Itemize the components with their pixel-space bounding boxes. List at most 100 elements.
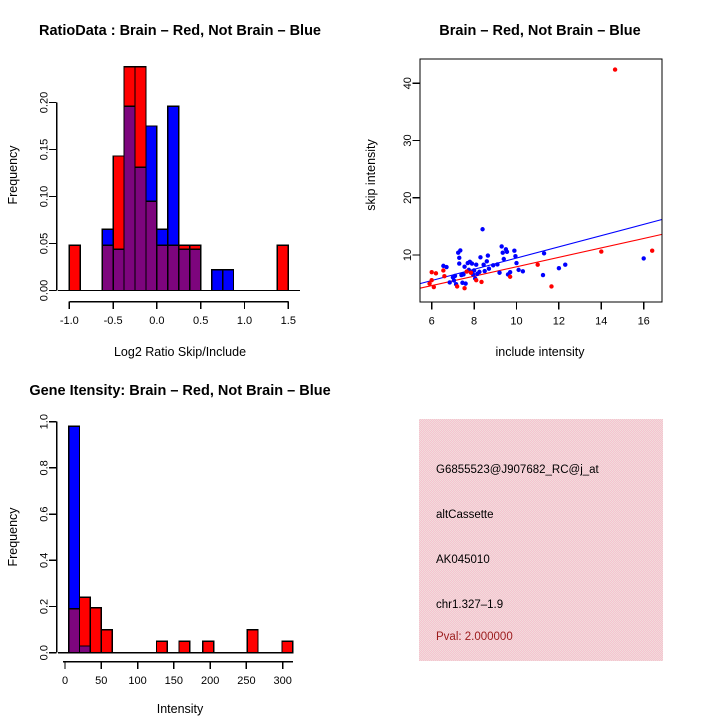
point-brain [549,284,554,289]
point-not-brain [495,262,500,267]
point-not-brain [486,266,492,271]
bar-brain-red [276,244,289,292]
point-not-brain [516,267,521,273]
point-brain [474,277,479,283]
panel-event-info: G6855523@J907682_RC@j_at altCassette AK0… [360,360,720,720]
bar-brain-red [178,640,191,654]
point-brain [441,268,446,273]
info-probe-id: G6855523@J907682_RC@j_at [436,464,599,476]
point-not-brain [641,256,646,261]
tick-label: 150 [165,675,183,687]
tick-label: 10 [402,249,414,261]
point-brain [479,279,484,285]
tick-label: 10 [510,316,522,328]
gene-intensity-histogram-title: Gene Itensity: Brain – Red, Not Brain – … [29,383,331,399]
point-brain [427,281,432,286]
point-not-brain [501,256,506,262]
bar-overlap-purple [156,244,169,292]
x-axis: 6 8 10 12 14 16 [429,302,650,328]
point-not-brain [497,270,502,275]
point-not-brain [481,262,486,267]
point-not-brain [469,261,475,266]
tick-label: 6 [429,316,435,328]
point-not-brain [485,253,491,258]
point-not-brain [514,260,519,266]
ratio-histogram-ylabel: Frequency [6,145,20,205]
tick-label: -1.0 [60,315,79,327]
info-pvalue: Pval: 2.000000 [436,631,513,643]
tick-label: 50 [95,675,107,687]
y-axis: 10 20 30 40 [402,77,420,261]
bar-not-brain-blue [210,269,224,292]
tick-label: 40 [402,77,414,89]
bar-not-brain-blue [221,269,235,292]
bar-overlap-purple [78,645,92,654]
point-not-brain [490,263,496,268]
point-brain [612,67,618,72]
tick-label: 1.0 [39,414,51,429]
point-not-brain [507,269,513,275]
y-axis: 0.0 0.2 0.4 0.6 0.8 1.0 [39,414,58,660]
tick-label: 1.0 [237,315,252,327]
point-brain [462,285,467,291]
tick-label: 0.20 [39,92,51,113]
tick-label: 0.4 [39,553,51,568]
gene-intensity-histogram-plot: 0 50 100 150 200 250 300 0.0 0.2 0.4 0.6 0.8 1.0 [39,414,294,687]
point-brain [431,284,437,290]
histogram-bars [67,425,294,654]
point-not-brain [457,261,462,266]
intensity-scatter-title: Brain – Red, Not Brain – Blue [439,23,641,39]
tick-label: 0.0 [39,645,51,660]
point-not-brain [480,227,485,232]
scatter-points [427,67,655,291]
point-not-brain [500,250,505,255]
info-locus: chr1.327–1.9 [436,599,504,611]
bar-brain-red [155,640,168,654]
point-brain [649,248,655,253]
tick-label: 0.5 [193,315,208,327]
point-brain [599,249,604,254]
x-axis: -1.0 -0.5 0.0 0.5 1.0 1.5 [60,301,296,327]
tick-label: 0.15 [39,139,51,160]
point-not-brain [540,272,546,278]
panel-gene-intensity-histogram: 0 50 100 150 200 250 300 0.0 0.2 0.4 0.6 0.8 1.0 Gen… [0,360,360,720]
tick-label: 0.00 [39,280,51,301]
bar-brain-red [281,640,294,654]
tick-label: 16 [638,316,650,328]
bar-brain-red [100,628,113,654]
fit-line-brain [419,233,663,289]
point-not-brain [451,278,457,283]
point-not-brain [474,262,479,267]
fit-line-not_brain [419,218,663,285]
point-not-brain [504,249,510,255]
bar-brain-red [68,244,81,292]
bar-overlap-purple [167,244,180,292]
tick-label: 0.8 [39,460,51,475]
point-not-brain [463,281,468,286]
panel-ratio-histogram: -1.0 -0.5 0.0 0.5 1.0 1.5 0.00 0.05 0.10 0.15 0.20… [0,0,360,360]
bar-overlap-purple [145,200,158,292]
point-brain [433,271,439,276]
bar-overlap-purple [112,248,125,292]
gene-intensity-histogram-ylabel: Frequency [6,507,20,567]
y-axis: 0.00 0.05 0.10 0.15 0.20 [39,92,58,301]
bar-brain-red [89,607,102,654]
tick-label: 0.10 [39,186,51,207]
bar-overlap-purple [189,248,202,292]
point-not-brain [447,280,452,285]
point-brain [507,274,513,279]
point-brain [535,262,540,267]
ratio-histogram-xlabel: Log2 Ratio Skip/Include [113,345,247,359]
x-axis: 0 50 100 150 200 250 300 [62,661,293,687]
bar-overlap-purple [123,105,136,292]
point-not-brain [462,264,467,269]
ratio-histogram-title: RatioData : Brain – Red, Not Brain – Blu… [39,23,321,39]
tick-label: 250 [237,675,255,687]
point-not-brain [457,255,462,261]
tick-label: 0.6 [39,506,51,521]
point-not-brain [482,268,487,274]
point-not-brain [556,265,562,271]
tick-label: 0.05 [39,233,51,254]
intensity-scatter-xlabel: include intensity [495,345,585,359]
